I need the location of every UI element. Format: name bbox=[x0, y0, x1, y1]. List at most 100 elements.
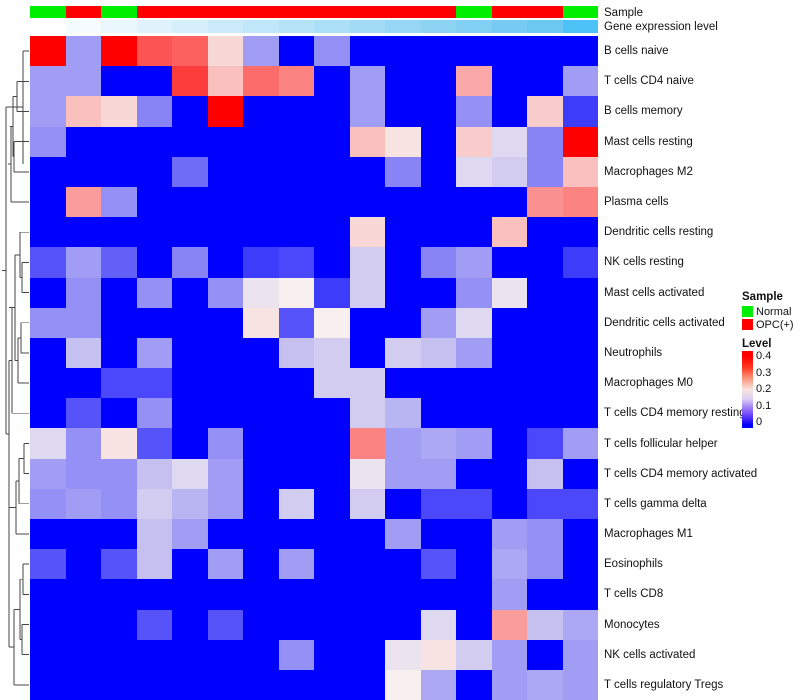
heatmap-row bbox=[30, 66, 598, 97]
heatmap-cell bbox=[527, 428, 563, 459]
heatmap-cell bbox=[243, 156, 279, 187]
gene-expression-annotation-cell bbox=[243, 20, 279, 33]
heatmap-cell bbox=[349, 247, 385, 278]
heatmap-cell bbox=[456, 247, 492, 278]
heatmap-row bbox=[30, 488, 598, 519]
heatmap-cell bbox=[314, 519, 350, 550]
heatmap-cell bbox=[420, 277, 456, 308]
row-label: Neutrophils bbox=[604, 346, 663, 359]
heatmap-cell bbox=[65, 96, 101, 127]
heatmap-cell bbox=[491, 519, 527, 550]
heatmap-cell bbox=[278, 186, 314, 218]
heatmap-cell bbox=[243, 36, 279, 67]
heatmap-cell bbox=[420, 549, 456, 580]
heatmap-cell bbox=[278, 66, 314, 97]
heatmap-cell bbox=[314, 609, 350, 640]
heatmap-cell bbox=[456, 549, 492, 580]
heatmap-cell bbox=[243, 609, 279, 640]
heatmap-cell bbox=[278, 579, 314, 610]
heatmap-row bbox=[30, 126, 598, 157]
heatmap-cell bbox=[65, 307, 101, 338]
heatmap-cell bbox=[136, 549, 172, 580]
heatmap-cell bbox=[101, 186, 137, 218]
heatmap-cell bbox=[207, 96, 243, 127]
heatmap-cell bbox=[385, 277, 421, 308]
sample-annotation-bar bbox=[30, 6, 598, 18]
row-label: B cells naive bbox=[604, 45, 669, 58]
heatmap-cell bbox=[65, 66, 101, 97]
heatmap-cell bbox=[30, 368, 66, 399]
heatmap-row bbox=[30, 549, 598, 580]
heatmap-cell bbox=[136, 217, 172, 248]
heatmap-cell bbox=[136, 519, 172, 550]
sample-annotation-cell bbox=[420, 6, 456, 18]
level-tick-label: 0.3 bbox=[756, 366, 772, 379]
heatmap-row bbox=[30, 96, 598, 127]
heatmap-cell bbox=[562, 277, 598, 308]
heatmap-cell bbox=[207, 307, 243, 338]
sample-legend-item: OPC(+) bbox=[742, 318, 800, 331]
heatmap-cell bbox=[314, 126, 350, 157]
row-label: Dendritic cells resting bbox=[604, 226, 714, 239]
heatmap-cell bbox=[420, 307, 456, 338]
heatmap-cell bbox=[65, 579, 101, 610]
heatmap-cell bbox=[456, 277, 492, 308]
heatmap-row bbox=[30, 639, 598, 670]
row-label: Mast cells resting bbox=[604, 135, 693, 148]
heatmap-cell bbox=[243, 66, 279, 97]
heatmap-cell bbox=[207, 428, 243, 459]
heatmap-cell bbox=[314, 66, 350, 97]
heatmap-cell bbox=[172, 428, 208, 459]
heatmap-cell bbox=[314, 186, 350, 218]
heatmap-cell bbox=[30, 398, 66, 429]
heatmap-cell bbox=[30, 96, 66, 127]
sample-annotation-cell bbox=[491, 6, 527, 18]
heatmap-cell bbox=[314, 398, 350, 429]
heatmap-cell bbox=[172, 579, 208, 610]
heatmap-cell bbox=[207, 36, 243, 67]
heatmap-cell bbox=[30, 307, 66, 338]
heatmap-cell bbox=[456, 337, 492, 369]
heatmap-cell bbox=[30, 609, 66, 640]
heatmap-cell bbox=[172, 307, 208, 338]
heatmap-cell bbox=[527, 217, 563, 248]
heatmap-cell bbox=[349, 156, 385, 187]
heatmap-cell bbox=[491, 549, 527, 580]
heatmap-cell bbox=[65, 639, 101, 670]
sample-legend-item: Normal bbox=[742, 305, 800, 318]
heatmap-cell bbox=[527, 96, 563, 127]
heatmap-cell bbox=[349, 126, 385, 157]
heatmap-cell bbox=[101, 217, 137, 248]
level-tick-label: 0 bbox=[756, 416, 763, 428]
heatmap-cell bbox=[101, 277, 137, 308]
heatmap-cell bbox=[420, 609, 456, 640]
heatmap-cell bbox=[527, 488, 563, 519]
heatmap-cell bbox=[314, 579, 350, 610]
heatmap-cell bbox=[562, 66, 598, 97]
heatmap-cell bbox=[278, 247, 314, 278]
heatmap-cell bbox=[30, 66, 66, 97]
row-label: Macrophages M0 bbox=[604, 377, 693, 390]
heatmap-cell bbox=[172, 458, 208, 489]
heatmap-row bbox=[30, 398, 598, 429]
gene-expression-annotation-cell bbox=[349, 20, 385, 33]
heatmap-cell bbox=[243, 217, 279, 248]
heatmap-cell bbox=[527, 398, 563, 429]
heatmap-cell bbox=[314, 368, 350, 399]
sample-legend-items: Normal OPC(+) bbox=[742, 305, 800, 331]
heatmap-cell bbox=[314, 307, 350, 338]
heatmap-cell bbox=[30, 639, 66, 670]
heatmap-cell bbox=[172, 549, 208, 580]
heatmap-row bbox=[30, 307, 598, 338]
heatmap-cell bbox=[207, 488, 243, 519]
row-label: T cells regulatory Tregs bbox=[604, 679, 724, 692]
heatmap-cell bbox=[527, 639, 563, 670]
heatmap-cell bbox=[562, 217, 598, 248]
heatmap-cell bbox=[420, 488, 456, 519]
heatmap-cell bbox=[349, 186, 385, 218]
heatmap-cell bbox=[527, 549, 563, 580]
sample-annotation-cell bbox=[456, 6, 492, 18]
heatmap-cell bbox=[349, 277, 385, 308]
heatmap-cell bbox=[349, 609, 385, 640]
heatmap-cell bbox=[314, 156, 350, 187]
